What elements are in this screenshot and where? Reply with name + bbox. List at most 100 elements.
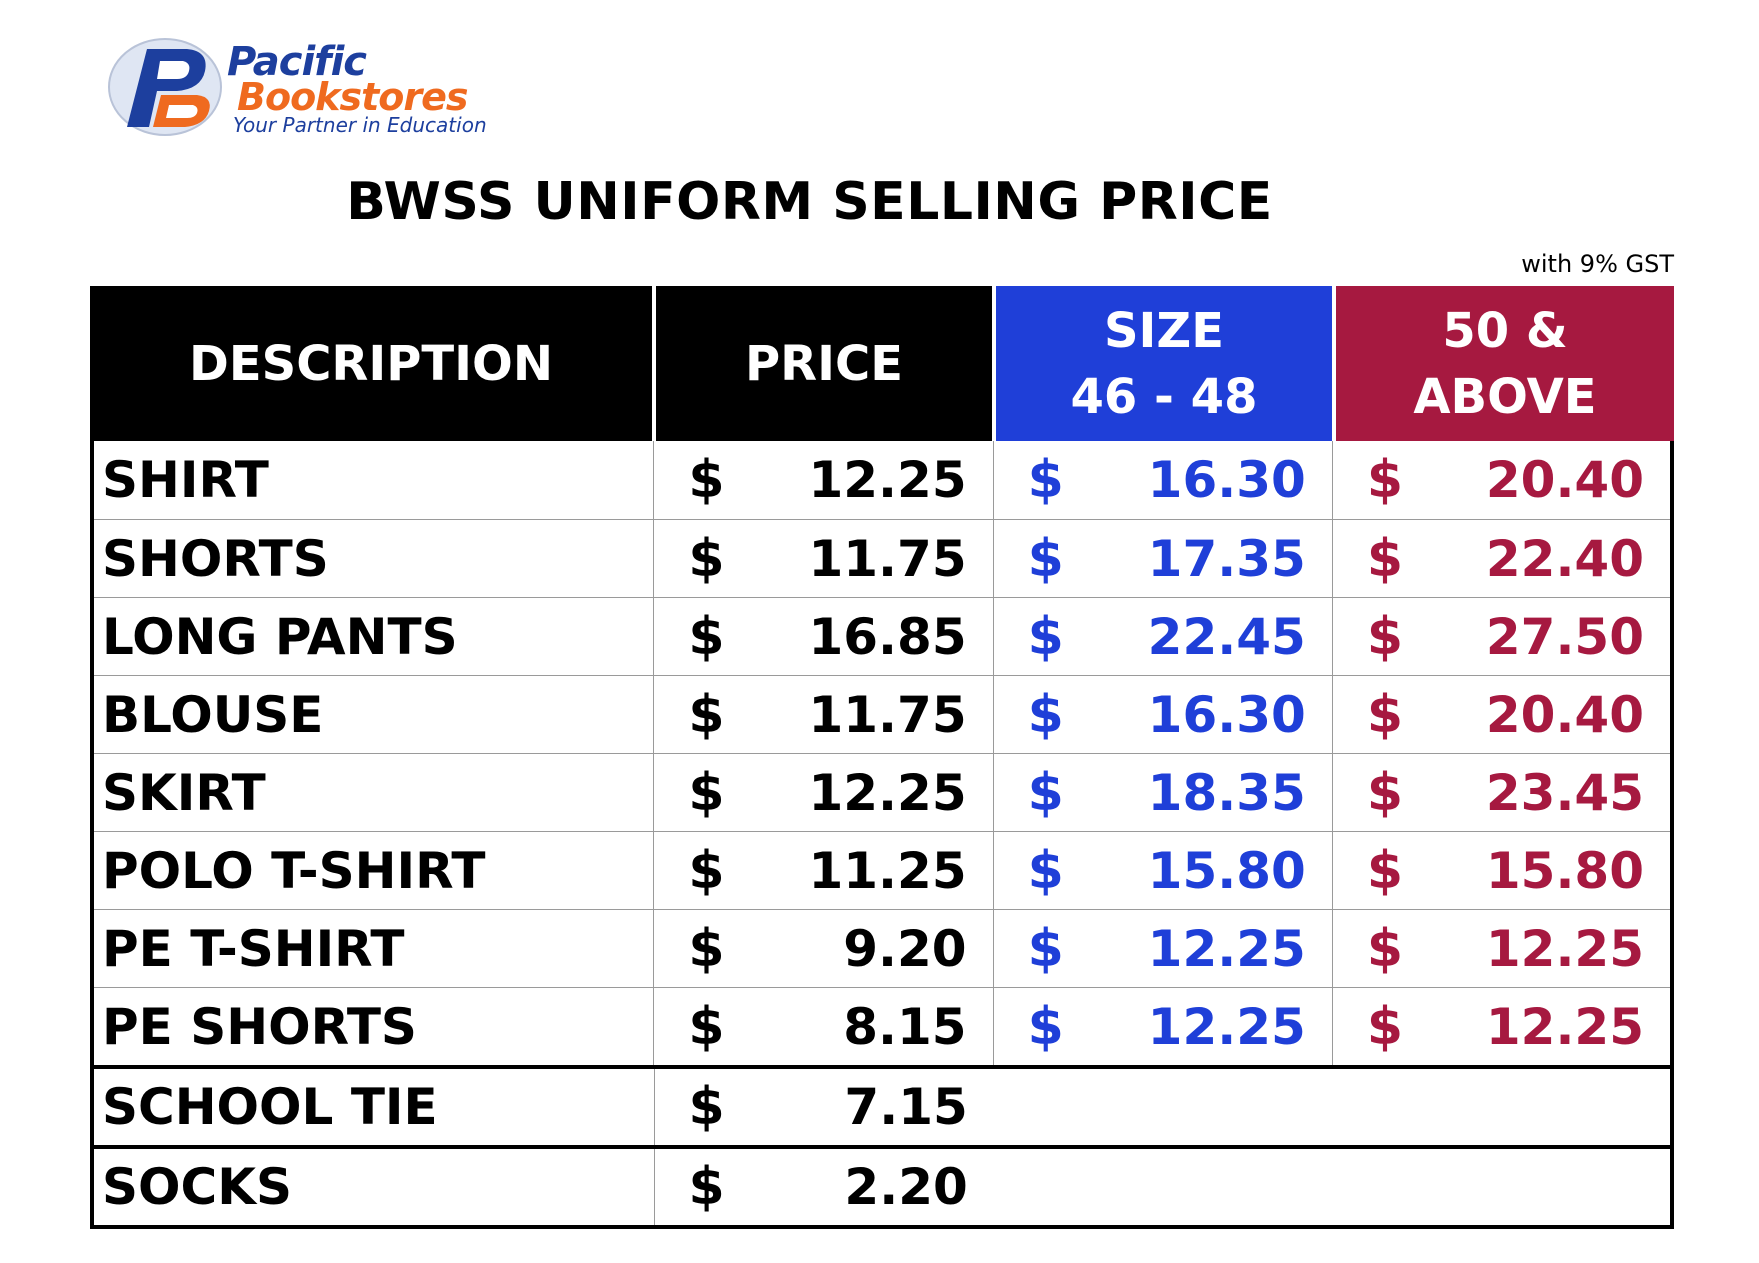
row-price-value: 8.15 [843, 997, 967, 1056]
header-description-label: DESCRIPTION [188, 335, 553, 392]
row-price-value: 16.85 [808, 607, 967, 666]
row-size-46-48-price: $16.30 [994, 441, 1333, 519]
currency-symbol: $ [1027, 684, 1064, 745]
row-50-above-price-value: 27.50 [1485, 607, 1645, 666]
row-50-above-price: $15.80 [1333, 832, 1670, 909]
row-description: PE SHORTS [94, 988, 655, 1065]
row-50-above-price-value: 12.25 [1485, 997, 1645, 1056]
table-row: LONG PANTS $16.85 $22.45 $27.50 [94, 597, 1670, 675]
header-size-line-1: SIZE [1103, 302, 1225, 359]
currency-symbol: $ [688, 606, 725, 667]
table-row: POLO T-SHIRT $11.25 $15.80 $15.80 [94, 831, 1670, 909]
row-price-value: 11.75 [808, 685, 967, 744]
header-price: PRICE [656, 286, 996, 441]
row-price-value: 12.25 [808, 763, 967, 822]
row-50-above-price: $22.40 [1333, 520, 1670, 597]
logo-tagline: Your Partner in Education [233, 113, 487, 137]
table-row: BLOUSE $11.75 $16.30 $20.40 [94, 675, 1670, 753]
currency-symbol: $ [688, 1157, 725, 1217]
row-price: $8.15 [654, 988, 994, 1065]
row-size-46-48-price-value: 12.25 [1147, 997, 1306, 1056]
row-size-46-48-price: $12.25 [994, 988, 1333, 1065]
table-row: SHIRT $12.25 $16.30 $20.40 [94, 441, 1670, 519]
pb-monogram-icon [108, 38, 222, 136]
row-50-above-price: $20.40 [1333, 441, 1670, 519]
row-description: SHIRT [94, 441, 655, 519]
currency-symbol: $ [1027, 528, 1064, 589]
currency-symbol: $ [1027, 996, 1064, 1057]
pacific-bookstores-logo: Pacific Bookstores Your Partner in Educa… [105, 35, 505, 145]
currency-symbol: $ [1366, 684, 1403, 745]
row-description: PE T-SHIRT [94, 910, 655, 987]
row-size-46-48-price-value: 22.45 [1147, 607, 1306, 666]
row-price-value: 7.15 [844, 1078, 968, 1136]
table-row: SKIRT $12.25 $18.35 $23.45 [94, 753, 1670, 831]
currency-symbol: $ [1027, 762, 1064, 823]
header-size-line-2: 46 - 48 [1070, 368, 1258, 425]
row-50-above-price: $12.25 [1333, 988, 1670, 1065]
currency-symbol: $ [1027, 450, 1064, 510]
row-description: POLO T-SHIRT [94, 832, 655, 909]
row-50-above-price-value: 22.40 [1485, 529, 1645, 588]
row-empty-cell [994, 1069, 1670, 1145]
row-price-value: 2.20 [844, 1158, 968, 1216]
row-price: $16.85 [654, 598, 994, 675]
page-title: BWSS UNIFORM SELLING PRICE [0, 172, 1749, 232]
currency-symbol: $ [1027, 606, 1064, 667]
logo-name-pacific: Pacific [227, 39, 367, 85]
currency-symbol: $ [688, 996, 725, 1057]
row-description: LONG PANTS [94, 598, 655, 675]
row-price: $2.20 [655, 1149, 994, 1225]
row-description: SKIRT [94, 754, 655, 831]
row-size-46-48-price-value: 12.25 [1147, 919, 1306, 978]
header-above-line-2: ABOVE [1413, 368, 1597, 425]
row-size-46-48-price-value: 15.80 [1147, 841, 1306, 900]
row-size-46-48-price: $12.25 [994, 910, 1333, 987]
row-size-46-48-price: $15.80 [994, 832, 1333, 909]
price-table: DESCRIPTION PRICE SIZE 46 - 48 50 & ABOV… [90, 286, 1674, 1229]
header-description: DESCRIPTION [90, 286, 656, 441]
currency-symbol: $ [688, 840, 725, 901]
table-row: SHORTS $11.75 $17.35 $22.40 [94, 519, 1670, 597]
row-50-above-price: $20.40 [1333, 676, 1670, 753]
currency-symbol: $ [1027, 918, 1064, 979]
row-empty-cell [994, 1149, 1670, 1225]
currency-symbol: $ [1366, 840, 1403, 901]
row-price-value: 9.20 [843, 919, 967, 978]
gst-note: with 9% GST [1521, 250, 1674, 278]
row-price: $7.15 [655, 1069, 994, 1145]
currency-symbol: $ [1027, 840, 1064, 901]
row-size-46-48-price-value: 17.35 [1147, 529, 1306, 588]
row-50-above-price-value: 12.25 [1485, 919, 1645, 978]
table-body: SHIRT $12.25 $16.30 $20.40 SHORTS $11.75 $17.3… [90, 441, 1674, 1229]
currency-symbol: $ [688, 918, 725, 979]
row-price: $12.25 [654, 754, 994, 831]
page-title-text: BWSS UNIFORM SELLING PRICE [346, 172, 1273, 232]
currency-symbol: $ [1366, 996, 1403, 1057]
row-50-above-price-value: 15.80 [1485, 841, 1645, 900]
row-size-46-48-price: $17.35 [994, 520, 1333, 597]
row-size-46-48-price-value: 16.30 [1147, 685, 1306, 744]
header-price-label: PRICE [744, 335, 903, 392]
row-50-above-price-value: 23.45 [1485, 763, 1645, 822]
currency-symbol: $ [1366, 918, 1403, 979]
row-price-value: 11.75 [808, 529, 967, 588]
currency-symbol: $ [688, 762, 725, 823]
currency-symbol: $ [1366, 528, 1403, 589]
header-size-46-48: SIZE 46 - 48 [996, 286, 1336, 441]
row-description: SHORTS [94, 520, 655, 597]
row-50-above-price: $23.45 [1333, 754, 1670, 831]
row-50-above-price: $27.50 [1333, 598, 1670, 675]
currency-symbol: $ [1366, 606, 1403, 667]
row-price: $11.75 [654, 520, 994, 597]
currency-symbol: $ [1366, 450, 1403, 510]
row-description: BLOUSE [94, 676, 655, 753]
table-row: SOCKS $2.20 [94, 1145, 1670, 1225]
row-description: SOCKS [94, 1149, 655, 1225]
row-price-value: 11.25 [808, 841, 967, 900]
table-row: SCHOOL TIE $7.15 [94, 1065, 1670, 1145]
table-row: PE T-SHIRT $9.20 $12.25 $12.25 [94, 909, 1670, 987]
row-size-46-48-price: $16.30 [994, 676, 1333, 753]
row-description: SCHOOL TIE [94, 1069, 655, 1145]
row-price: $9.20 [654, 910, 994, 987]
